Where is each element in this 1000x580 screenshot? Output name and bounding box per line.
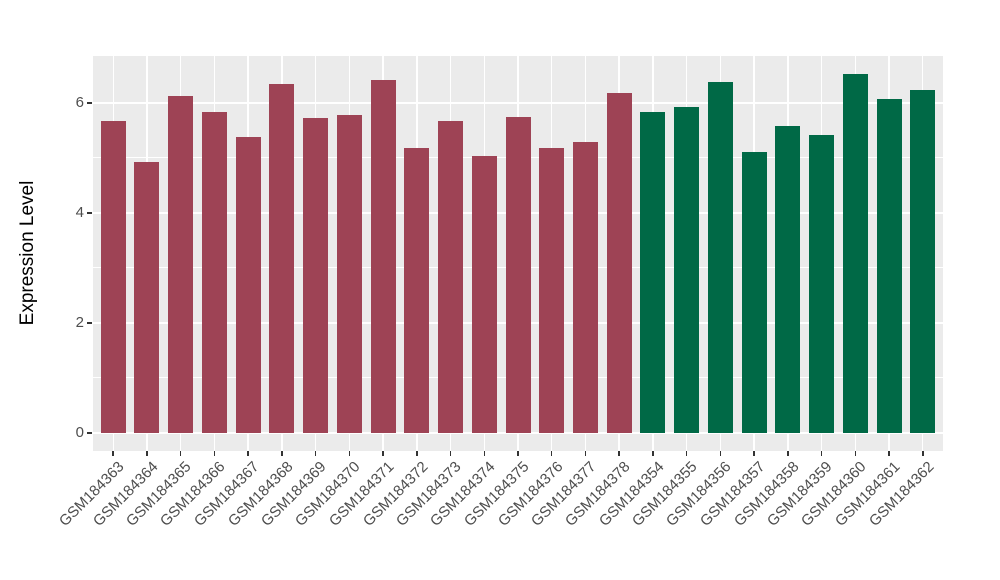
bar-GSM184361 xyxy=(876,98,902,433)
bar-GSM184355 xyxy=(674,107,700,433)
bar-GSM184356 xyxy=(707,82,733,433)
y-tick-label-0: 0 xyxy=(75,423,84,441)
bar-GSM184365 xyxy=(168,95,194,433)
x-tick-mark-GSM184370 xyxy=(348,451,351,456)
bar-GSM184354 xyxy=(640,112,666,433)
x-tick-mark-GSM184359 xyxy=(820,451,823,456)
y-tick-mark-4 xyxy=(87,212,92,214)
bar-GSM184373 xyxy=(438,121,464,433)
bar-GSM184370 xyxy=(336,114,362,433)
bar-GSM184359 xyxy=(809,135,835,433)
bar-GSM184358 xyxy=(775,125,801,433)
x-tick-mark-GSM184376 xyxy=(550,451,553,456)
y-tick-mark-0 xyxy=(87,432,92,434)
x-tick-mark-GSM184372 xyxy=(416,451,418,456)
x-tick-mark-GSM184355 xyxy=(685,451,688,456)
bar-GSM184362 xyxy=(910,89,936,433)
x-tick-mark-GSM184356 xyxy=(719,451,722,456)
bar-GSM184378 xyxy=(606,92,632,433)
y-tick-label-4: 4 xyxy=(75,203,84,221)
bar-GSM184377 xyxy=(572,142,598,433)
x-tick-mark-GSM184373 xyxy=(449,451,452,456)
x-tick-mark-GSM184375 xyxy=(517,451,519,456)
bar-GSM184374 xyxy=(471,155,497,433)
x-tick-mark-GSM184354 xyxy=(652,451,654,456)
bar-GSM184369 xyxy=(303,117,329,433)
x-tick-mark-GSM184363 xyxy=(112,451,114,456)
x-tick-mark-GSM184361 xyxy=(888,451,890,456)
x-tick-mark-GSM184369 xyxy=(314,451,317,456)
x-tick-mark-GSM184366 xyxy=(213,451,216,456)
x-tick-mark-GSM184362 xyxy=(922,451,924,456)
y-tick-label-6: 6 xyxy=(75,93,84,111)
x-tick-mark-GSM184378 xyxy=(618,451,620,456)
bar-GSM184372 xyxy=(404,147,430,433)
x-tick-mark-GSM184371 xyxy=(382,451,384,456)
plot-panel xyxy=(93,56,943,451)
bar-GSM184363 xyxy=(100,121,126,433)
x-tick-mark-GSM184367 xyxy=(247,451,249,456)
bar-GSM184371 xyxy=(370,79,396,433)
y-tick-label-2: 2 xyxy=(75,313,84,331)
bar-GSM184375 xyxy=(505,116,531,433)
bar-GSM184368 xyxy=(269,84,295,433)
x-tick-mark-GSM184360 xyxy=(854,451,857,456)
x-tick-mark-GSM184377 xyxy=(584,451,587,456)
x-tick-mark-GSM184368 xyxy=(281,451,283,456)
x-tick-mark-GSM184364 xyxy=(146,451,148,456)
bar-GSM184364 xyxy=(134,162,160,433)
y-axis-title-text: Expression Level xyxy=(17,180,38,326)
y-tick-mark-6 xyxy=(87,102,92,104)
bar-GSM184367 xyxy=(235,136,261,433)
x-tick-mark-GSM184358 xyxy=(787,451,789,456)
bar-GSM184360 xyxy=(842,74,868,433)
bar-GSM184366 xyxy=(201,111,227,433)
y-tick-mark-2 xyxy=(87,322,92,324)
x-tick-mark-GSM184357 xyxy=(753,451,755,456)
bar-GSM184357 xyxy=(741,151,767,433)
bar-GSM184376 xyxy=(539,147,565,433)
x-tick-mark-GSM184365 xyxy=(179,451,182,456)
x-tick-mark-GSM184374 xyxy=(483,451,486,456)
